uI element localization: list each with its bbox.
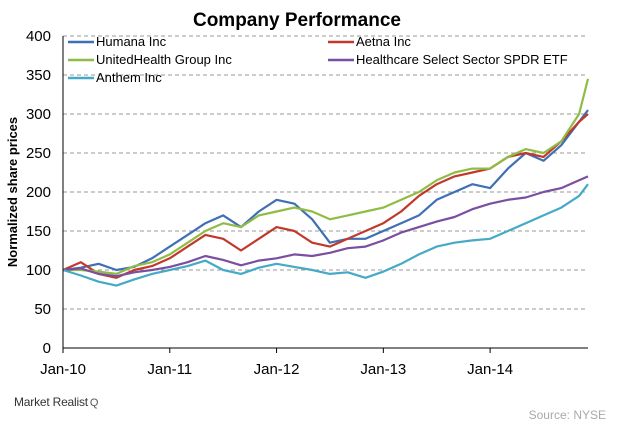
- legend-item: Anthem Inc: [68, 70, 162, 85]
- series-line-humana-inc: [62, 109, 589, 272]
- legend: Humana Inc Aetna Inc UnitedHealth Group In…: [68, 34, 568, 85]
- legend-label: Anthem Inc: [96, 70, 162, 85]
- x-tick-label: Jan-13: [360, 361, 406, 378]
- source-note: Source: NYSE: [528, 408, 606, 422]
- series-line-healthcare-select-sector-spdr-etf: [62, 175, 589, 278]
- y-tick-label: 200: [26, 184, 51, 201]
- magnifier-icon: Q: [89, 397, 99, 409]
- market-realist-logo: Market Realist Q: [14, 395, 98, 409]
- y-tick-label: 250: [26, 145, 51, 162]
- logo-text: Market Realist: [14, 395, 88, 409]
- legend-label: UnitedHealth Group Inc: [96, 52, 232, 67]
- legend-label: Humana Inc: [96, 34, 167, 49]
- legend-label: Aetna Inc: [356, 34, 411, 49]
- y-tick-label: 0: [43, 340, 51, 357]
- y-tick-label: 350: [26, 67, 51, 84]
- series-line-anthem-inc: [62, 183, 589, 287]
- legend-item: Healthcare Select Sector SPDR ETF: [328, 52, 568, 67]
- y-tick-label: 150: [26, 223, 51, 240]
- legend-item: Humana Inc: [68, 34, 167, 49]
- series-lines: [62, 78, 590, 287]
- x-tick-label: Jan-14: [467, 361, 513, 378]
- x-tick-label: Jan-10: [40, 361, 86, 378]
- y-axis-ticks: 0 50 100 150 200 250 300 350 400: [26, 28, 51, 357]
- x-axis-ticks: Jan-10 Jan-11 Jan-12 Jan-13 Jan-14: [40, 348, 513, 378]
- series-line-unitedhealth-group-inc: [63, 78, 590, 275]
- chart-title: Company Performance: [193, 10, 401, 31]
- legend-item: UnitedHealth Group Inc: [68, 52, 232, 67]
- y-tick-label: 400: [26, 28, 51, 45]
- y-axis-label: Normalized share prices: [5, 117, 20, 267]
- legend-label: Healthcare Select Sector SPDR ETF: [356, 52, 568, 67]
- legend-item: Aetna Inc: [328, 34, 411, 49]
- y-tick-label: 100: [26, 262, 51, 279]
- x-tick-label: Jan-12: [254, 361, 300, 378]
- x-tick-label: Jan-11: [147, 361, 192, 378]
- y-tick-label: 50: [34, 301, 51, 318]
- y-tick-label: 300: [26, 106, 51, 123]
